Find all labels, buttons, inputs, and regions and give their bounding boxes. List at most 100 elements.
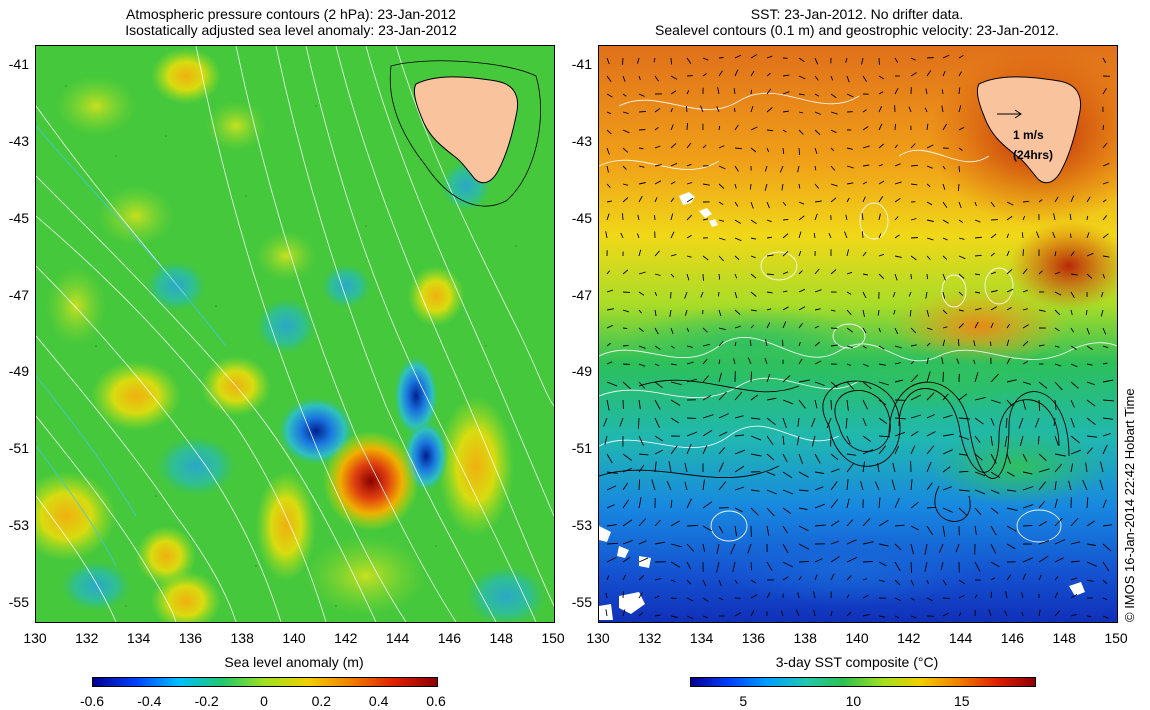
velocity-arrow	[622, 344, 629, 347]
velocity-arrow	[622, 539, 633, 545]
velocity-arrow	[926, 70, 932, 77]
velocity-arrow	[750, 309, 757, 312]
velocity-arrow	[878, 615, 886, 618]
velocity-arrow	[846, 93, 854, 98]
velocity-arrow	[638, 574, 645, 581]
velocity-arrow	[814, 341, 820, 347]
velocity-arrow	[718, 597, 724, 601]
velocity-arrow	[926, 357, 929, 365]
velocity-arrow	[846, 271, 853, 275]
velocity-arrow	[684, 291, 688, 299]
velocity-arrow	[702, 597, 709, 602]
velocity-arrow	[814, 503, 825, 509]
velocity-arrow	[1085, 309, 1088, 316]
velocity-arrow	[830, 344, 838, 347]
velocity-arrow	[797, 592, 800, 599]
velocity-arrow	[1102, 255, 1110, 258]
velocity-arrow	[622, 111, 629, 115]
velocity-arrow	[637, 214, 640, 221]
velocity-arrow	[636, 233, 640, 239]
velocity-arrow	[958, 291, 964, 296]
velocity-arrow	[622, 467, 633, 473]
velocity-arrow	[686, 255, 692, 258]
left-y-tick: -55	[8, 593, 29, 610]
left-y-tick: -47	[8, 286, 29, 303]
velocity-arrow	[1006, 471, 1015, 477]
velocity-arrow	[749, 339, 752, 347]
velocity-arrow	[638, 453, 649, 456]
velocity-arrow	[798, 147, 801, 156]
velocity-arrow	[606, 342, 611, 347]
velocity-arrow	[718, 273, 721, 280]
velocity-arrow	[862, 196, 866, 203]
velocity-arrow	[1038, 481, 1047, 491]
velocity-arrow	[942, 309, 948, 315]
velocity-arrow	[1018, 417, 1024, 429]
velocity-arrow	[622, 129, 630, 134]
velocity-arrow	[878, 561, 887, 567]
velocity-arrow	[686, 561, 692, 570]
velocity-arrow	[1006, 357, 1011, 365]
velocity-arrow	[782, 91, 790, 95]
velocity-arrow	[846, 309, 852, 316]
velocity-arrow	[718, 309, 722, 317]
velocity-arrow	[734, 273, 738, 279]
velocity-arrow	[926, 219, 934, 222]
velocity-arrow	[670, 520, 681, 527]
velocity-arrow	[1086, 447, 1093, 455]
velocity-arrow	[878, 543, 889, 547]
velocity-arrow	[1086, 363, 1093, 366]
velocity-arrow	[764, 339, 768, 347]
velocity-arrow	[654, 345, 661, 350]
velocity-arrow	[782, 129, 787, 133]
velocity-arrow	[1102, 444, 1108, 455]
velocity-arrow	[750, 273, 757, 279]
velocity-arrow	[862, 327, 867, 334]
velocity-arrow	[781, 183, 784, 191]
velocity-arrow	[622, 609, 626, 617]
velocity-arrow	[638, 93, 645, 97]
velocity-arrow	[814, 183, 820, 189]
velocity-arrow	[1070, 399, 1075, 408]
velocity-arrow	[750, 291, 757, 297]
velocity-arrow	[798, 399, 806, 409]
velocity-arrow	[730, 543, 736, 555]
velocity-arrow	[1038, 574, 1042, 581]
velocity-arrow	[846, 75, 850, 83]
velocity-arrow	[877, 462, 880, 473]
velocity-arrow	[1006, 201, 1014, 206]
velocity-arrow	[846, 479, 849, 491]
velocity-arrow	[1086, 215, 1089, 221]
velocity-arrow	[750, 579, 757, 584]
velocity-arrow	[974, 236, 982, 239]
velocity-arrow	[926, 392, 935, 401]
velocity-arrow	[685, 105, 688, 113]
velocity-arrow	[606, 485, 617, 491]
velocity-arrow	[974, 417, 984, 425]
velocity-arrow	[846, 249, 850, 257]
velocity-arrow	[830, 573, 835, 581]
velocity-arrow	[764, 357, 768, 365]
left-colorbar-tick: -0.4	[137, 693, 162, 709]
velocity-arrow	[686, 234, 692, 239]
velocity-arrow	[1054, 271, 1061, 275]
left-colorbar	[92, 677, 438, 687]
velocity-arrow	[862, 164, 870, 167]
right-x-tick: 146	[1000, 630, 1025, 646]
velocity-arrow	[958, 126, 965, 131]
velocity-arrow	[910, 615, 917, 619]
velocity-arrow	[1102, 181, 1109, 185]
velocity-arrow	[1086, 232, 1090, 239]
velocity-arrow	[1086, 520, 1095, 527]
velocity-arrow	[926, 579, 929, 585]
velocity-arrow	[1006, 288, 1014, 293]
velocity-arrow	[1038, 555, 1049, 563]
velocity-arrow	[958, 453, 968, 456]
left-y-tick: -49	[8, 363, 29, 380]
velocity-arrow	[750, 561, 752, 571]
velocity-arrow	[1102, 432, 1111, 437]
velocity-arrow	[814, 471, 825, 474]
velocity-arrow	[622, 574, 626, 581]
velocity-arrow	[973, 340, 976, 347]
right-x-tick: 142	[897, 630, 921, 646]
